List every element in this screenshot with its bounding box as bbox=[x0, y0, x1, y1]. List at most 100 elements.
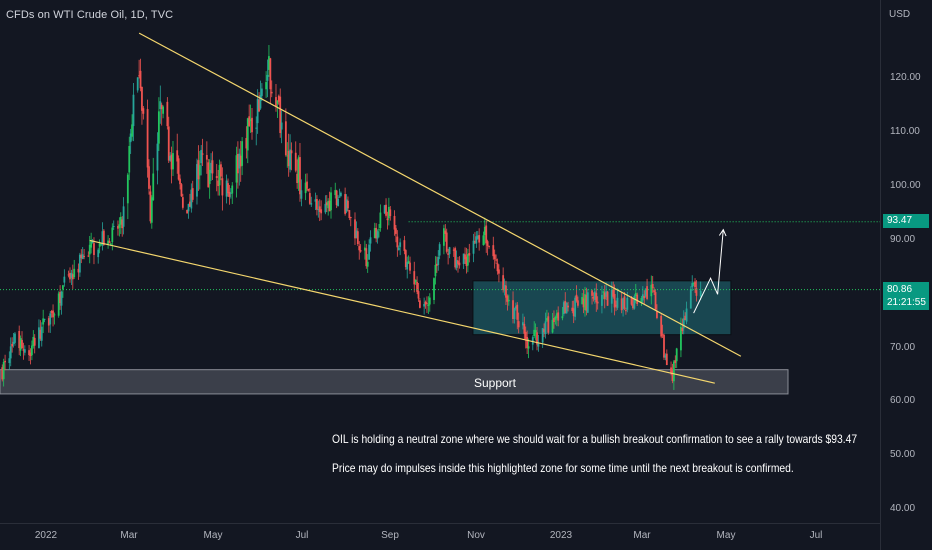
candle-body bbox=[632, 304, 634, 309]
up-candle bbox=[327, 198, 330, 216]
candle-body bbox=[397, 247, 400, 251]
candle-body bbox=[379, 212, 382, 228]
up-candle bbox=[107, 235, 109, 249]
candle-body bbox=[289, 149, 291, 170]
up-candle bbox=[101, 222, 104, 251]
candle-body bbox=[595, 292, 598, 303]
down-candle bbox=[606, 290, 609, 306]
candle-body bbox=[486, 241, 489, 246]
up-candle bbox=[231, 182, 234, 204]
up-candle bbox=[229, 188, 232, 199]
up-candle bbox=[483, 217, 486, 245]
down-candle bbox=[695, 280, 698, 302]
candle-body bbox=[177, 158, 180, 180]
down-candle bbox=[77, 263, 80, 280]
down-candle bbox=[498, 264, 500, 283]
up-candle bbox=[581, 293, 584, 305]
x-tick-label: Nov bbox=[467, 530, 485, 541]
down-candle bbox=[33, 334, 36, 354]
candle-body bbox=[561, 316, 564, 319]
candle-body bbox=[339, 192, 342, 196]
up-candle bbox=[122, 197, 125, 235]
candle-body bbox=[399, 242, 402, 247]
candle-body bbox=[545, 318, 548, 321]
up-candle bbox=[249, 104, 252, 133]
candle-body bbox=[248, 116, 251, 127]
down-candle bbox=[307, 188, 310, 192]
up-candle bbox=[378, 223, 380, 238]
candle-body bbox=[424, 301, 427, 305]
up-candle bbox=[691, 275, 694, 291]
candle-body bbox=[236, 153, 239, 174]
down-candle bbox=[102, 229, 105, 246]
candle-body bbox=[680, 326, 682, 351]
candle-body bbox=[324, 203, 327, 213]
candle-body bbox=[452, 249, 455, 251]
candle-body bbox=[403, 240, 406, 251]
down-candle bbox=[146, 99, 149, 178]
down-candle bbox=[87, 251, 90, 258]
candle-body bbox=[630, 296, 633, 305]
down-candle bbox=[306, 173, 308, 192]
candle-body bbox=[358, 246, 361, 251]
down-candle bbox=[389, 206, 392, 221]
candle-body bbox=[675, 348, 678, 362]
down-candle bbox=[71, 264, 74, 289]
candle-body bbox=[280, 122, 283, 130]
down-candle bbox=[496, 258, 499, 275]
candle-body bbox=[93, 243, 95, 255]
candle-body bbox=[47, 318, 50, 326]
candle-body bbox=[664, 355, 667, 358]
candle-body bbox=[606, 291, 609, 306]
up-candle bbox=[14, 332, 16, 346]
candle-body bbox=[14, 333, 16, 343]
candle-body bbox=[387, 206, 390, 219]
time-axis-separator bbox=[0, 523, 880, 524]
candle-body bbox=[108, 241, 111, 244]
down-candle bbox=[505, 280, 507, 305]
candle-body bbox=[543, 328, 545, 333]
candle-body bbox=[435, 263, 438, 266]
candle-body bbox=[260, 88, 263, 96]
candle-body bbox=[238, 153, 241, 169]
up-candle bbox=[70, 269, 73, 285]
candle-body bbox=[485, 225, 488, 244]
down-candle bbox=[39, 320, 42, 341]
up-candle bbox=[128, 136, 131, 181]
candle-body bbox=[111, 227, 114, 243]
up-candle bbox=[300, 179, 303, 207]
up-candle bbox=[601, 285, 603, 314]
down-candle bbox=[553, 310, 555, 329]
up-candle bbox=[241, 137, 244, 176]
candle-body bbox=[12, 341, 15, 345]
down-candle bbox=[571, 300, 574, 314]
down-candle bbox=[413, 261, 416, 293]
candle-body bbox=[32, 336, 35, 347]
down-candle bbox=[674, 355, 677, 369]
candle-body bbox=[641, 294, 644, 301]
bar-countdown: 21:21:55 bbox=[887, 297, 926, 308]
up-candle bbox=[43, 318, 46, 323]
down-candle bbox=[444, 224, 447, 242]
candle-body bbox=[646, 286, 648, 299]
down-candle bbox=[636, 292, 639, 306]
candle-body bbox=[306, 181, 308, 189]
down-candle bbox=[170, 146, 173, 184]
candle-body bbox=[345, 199, 348, 212]
candle-body bbox=[591, 290, 593, 296]
down-candle bbox=[474, 232, 476, 244]
candle-body bbox=[426, 302, 428, 304]
candle-body bbox=[468, 253, 471, 256]
up-candle bbox=[156, 132, 159, 185]
candle-body bbox=[159, 101, 162, 110]
candle-body bbox=[208, 169, 211, 185]
down-candle bbox=[651, 276, 654, 293]
down-candle bbox=[347, 196, 349, 212]
down-candle bbox=[445, 228, 448, 254]
candle-body bbox=[574, 297, 577, 317]
down-candle bbox=[245, 126, 248, 159]
candle-body bbox=[466, 254, 469, 266]
candle-body bbox=[417, 291, 420, 299]
